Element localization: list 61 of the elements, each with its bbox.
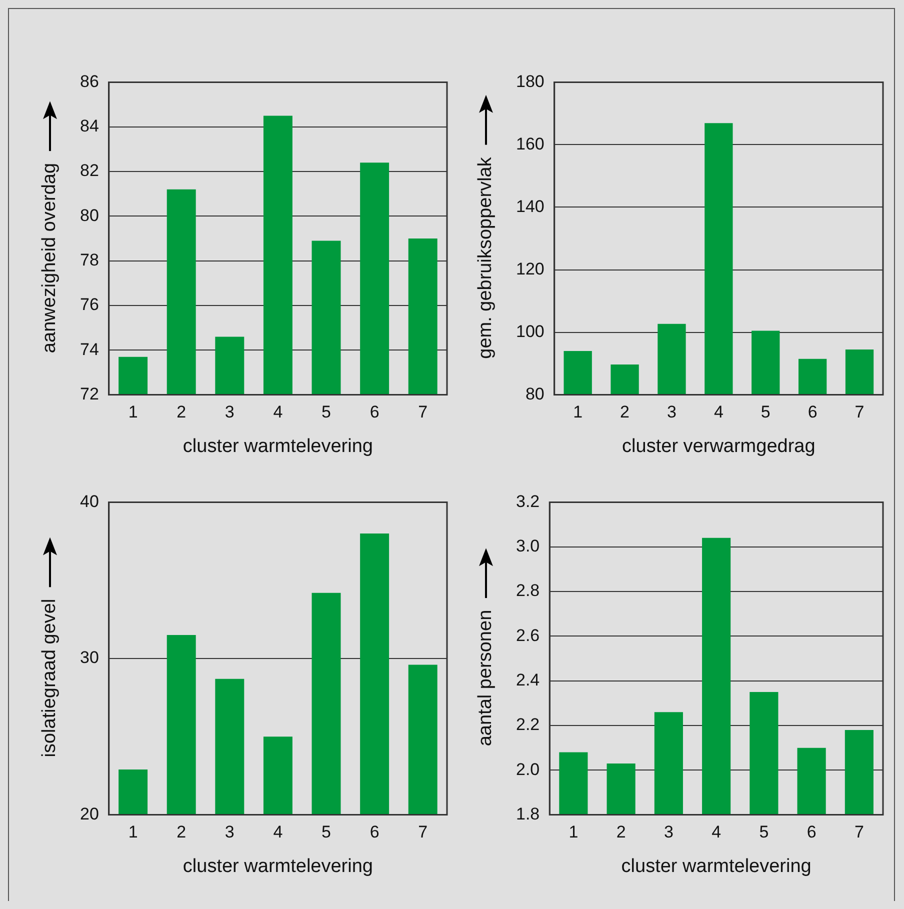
y-tick-label: 2.6 (516, 626, 540, 645)
y-tick-label: 140 (516, 196, 544, 216)
x-tick-label: 1 (568, 822, 578, 842)
x-tick-label: 3 (224, 822, 234, 842)
y-tick-label: 82 (80, 161, 99, 180)
x-tick-label: 1 (128, 402, 138, 422)
y-tick-label: 120 (516, 259, 544, 278)
y-axis-title: aantal personen (475, 610, 497, 746)
x-tick-label: 7 (418, 822, 428, 842)
x-tick-label: 5 (759, 822, 769, 842)
x-tick-label: 6 (808, 402, 818, 422)
y-axis-title: gem. gebruiksoppervlak (475, 157, 497, 359)
y-tick-label: 160 (516, 134, 544, 154)
y-tick-label: 180 (516, 72, 544, 91)
y-tick-label: 78 (80, 250, 99, 270)
x-tick-label: 2 (176, 402, 186, 422)
x-tick-label: 1 (128, 822, 138, 842)
y-tick-label: 3.0 (516, 536, 540, 556)
y-tick-label: 2.4 (516, 670, 540, 690)
y-tick-label: 72 (80, 384, 99, 404)
x-tick-label: 1 (573, 402, 583, 422)
x-tick-label: 3 (667, 402, 676, 422)
x-tick-label: 7 (854, 822, 864, 842)
x-tick-label: 4 (712, 822, 722, 842)
y-tick-label: 30 (80, 648, 99, 668)
x-tick-label: 5 (760, 402, 770, 422)
y-tick-label: 80 (80, 206, 99, 225)
x-tick-label: 6 (806, 822, 816, 842)
x-tick-label: 6 (370, 402, 380, 422)
y-tick-label: 40 (80, 492, 99, 511)
x-tick-label: 7 (418, 402, 428, 422)
y-tick-label: 100 (516, 322, 544, 341)
y-tick-label: 20 (80, 804, 99, 824)
x-axis-title: cluster warmtelevering (182, 856, 373, 877)
y-tick-label: 2.2 (516, 715, 540, 734)
y-tick-label: 1.8 (516, 804, 540, 824)
y-tick-label: 76 (80, 295, 99, 314)
y-tick-label: 86 (80, 72, 99, 91)
x-axis-title: cluster warmtelevering (621, 856, 812, 877)
y-tick-label: 3.2 (516, 492, 540, 511)
x-tick-label: 6 (370, 822, 380, 842)
x-tick-label: 4 (714, 402, 724, 422)
x-tick-label: 2 (616, 822, 626, 842)
x-tick-label: 5 (322, 822, 331, 842)
y-tick-label: 84 (80, 116, 99, 136)
x-axis-title: cluster verwarmgedrag (622, 436, 816, 457)
y-axis-title: isolatiegraad gevel (39, 598, 61, 758)
x-tick-label: 2 (620, 402, 630, 422)
x-axis-title: cluster warmtelevering (182, 436, 373, 457)
y-tick-label: 74 (80, 340, 99, 359)
y-axis-title: aanwezigheid overdag (39, 162, 61, 354)
x-tick-label: 3 (224, 402, 234, 422)
x-tick-label: 5 (322, 402, 331, 422)
y-tick-label: 80 (525, 384, 544, 404)
y-tick-label: 2.0 (516, 760, 540, 779)
x-tick-label: 7 (854, 402, 864, 422)
y-tick-label: 2.8 (516, 581, 540, 600)
x-tick-label: 2 (176, 822, 186, 842)
x-tick-label: 4 (273, 822, 283, 842)
x-tick-label: 3 (664, 822, 674, 842)
x-tick-label: 4 (273, 402, 283, 422)
